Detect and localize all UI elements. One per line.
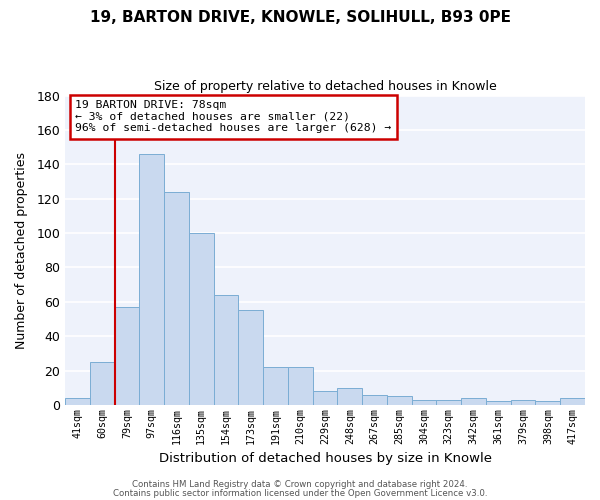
Text: Contains HM Land Registry data © Crown copyright and database right 2024.: Contains HM Land Registry data © Crown c…	[132, 480, 468, 489]
Bar	[387, 396, 412, 405]
Bar	[412, 400, 436, 405]
Bar	[560, 398, 585, 405]
Bar	[139, 154, 164, 405]
Text: Contains public sector information licensed under the Open Government Licence v3: Contains public sector information licen…	[113, 488, 487, 498]
Bar	[511, 400, 535, 405]
Text: 19 BARTON DRIVE: 78sqm
← 3% of detached houses are smaller (22)
96% of semi-deta: 19 BARTON DRIVE: 78sqm ← 3% of detached …	[76, 100, 392, 134]
Bar	[214, 295, 238, 405]
Y-axis label: Number of detached properties: Number of detached properties	[15, 152, 28, 348]
Bar	[436, 400, 461, 405]
Bar	[288, 367, 313, 405]
Bar	[115, 307, 139, 405]
Bar	[164, 192, 189, 405]
Bar	[337, 388, 362, 405]
Text: 19, BARTON DRIVE, KNOWLE, SOLIHULL, B93 0PE: 19, BARTON DRIVE, KNOWLE, SOLIHULL, B93 …	[89, 10, 511, 25]
Bar	[90, 362, 115, 405]
Bar	[65, 398, 90, 405]
Bar	[461, 398, 486, 405]
Bar	[189, 233, 214, 405]
Title: Size of property relative to detached houses in Knowle: Size of property relative to detached ho…	[154, 80, 496, 93]
Bar	[486, 402, 511, 405]
X-axis label: Distribution of detached houses by size in Knowle: Distribution of detached houses by size …	[158, 452, 491, 465]
Bar	[263, 367, 288, 405]
Bar	[238, 310, 263, 405]
Bar	[313, 391, 337, 405]
Bar	[535, 402, 560, 405]
Bar	[362, 394, 387, 405]
